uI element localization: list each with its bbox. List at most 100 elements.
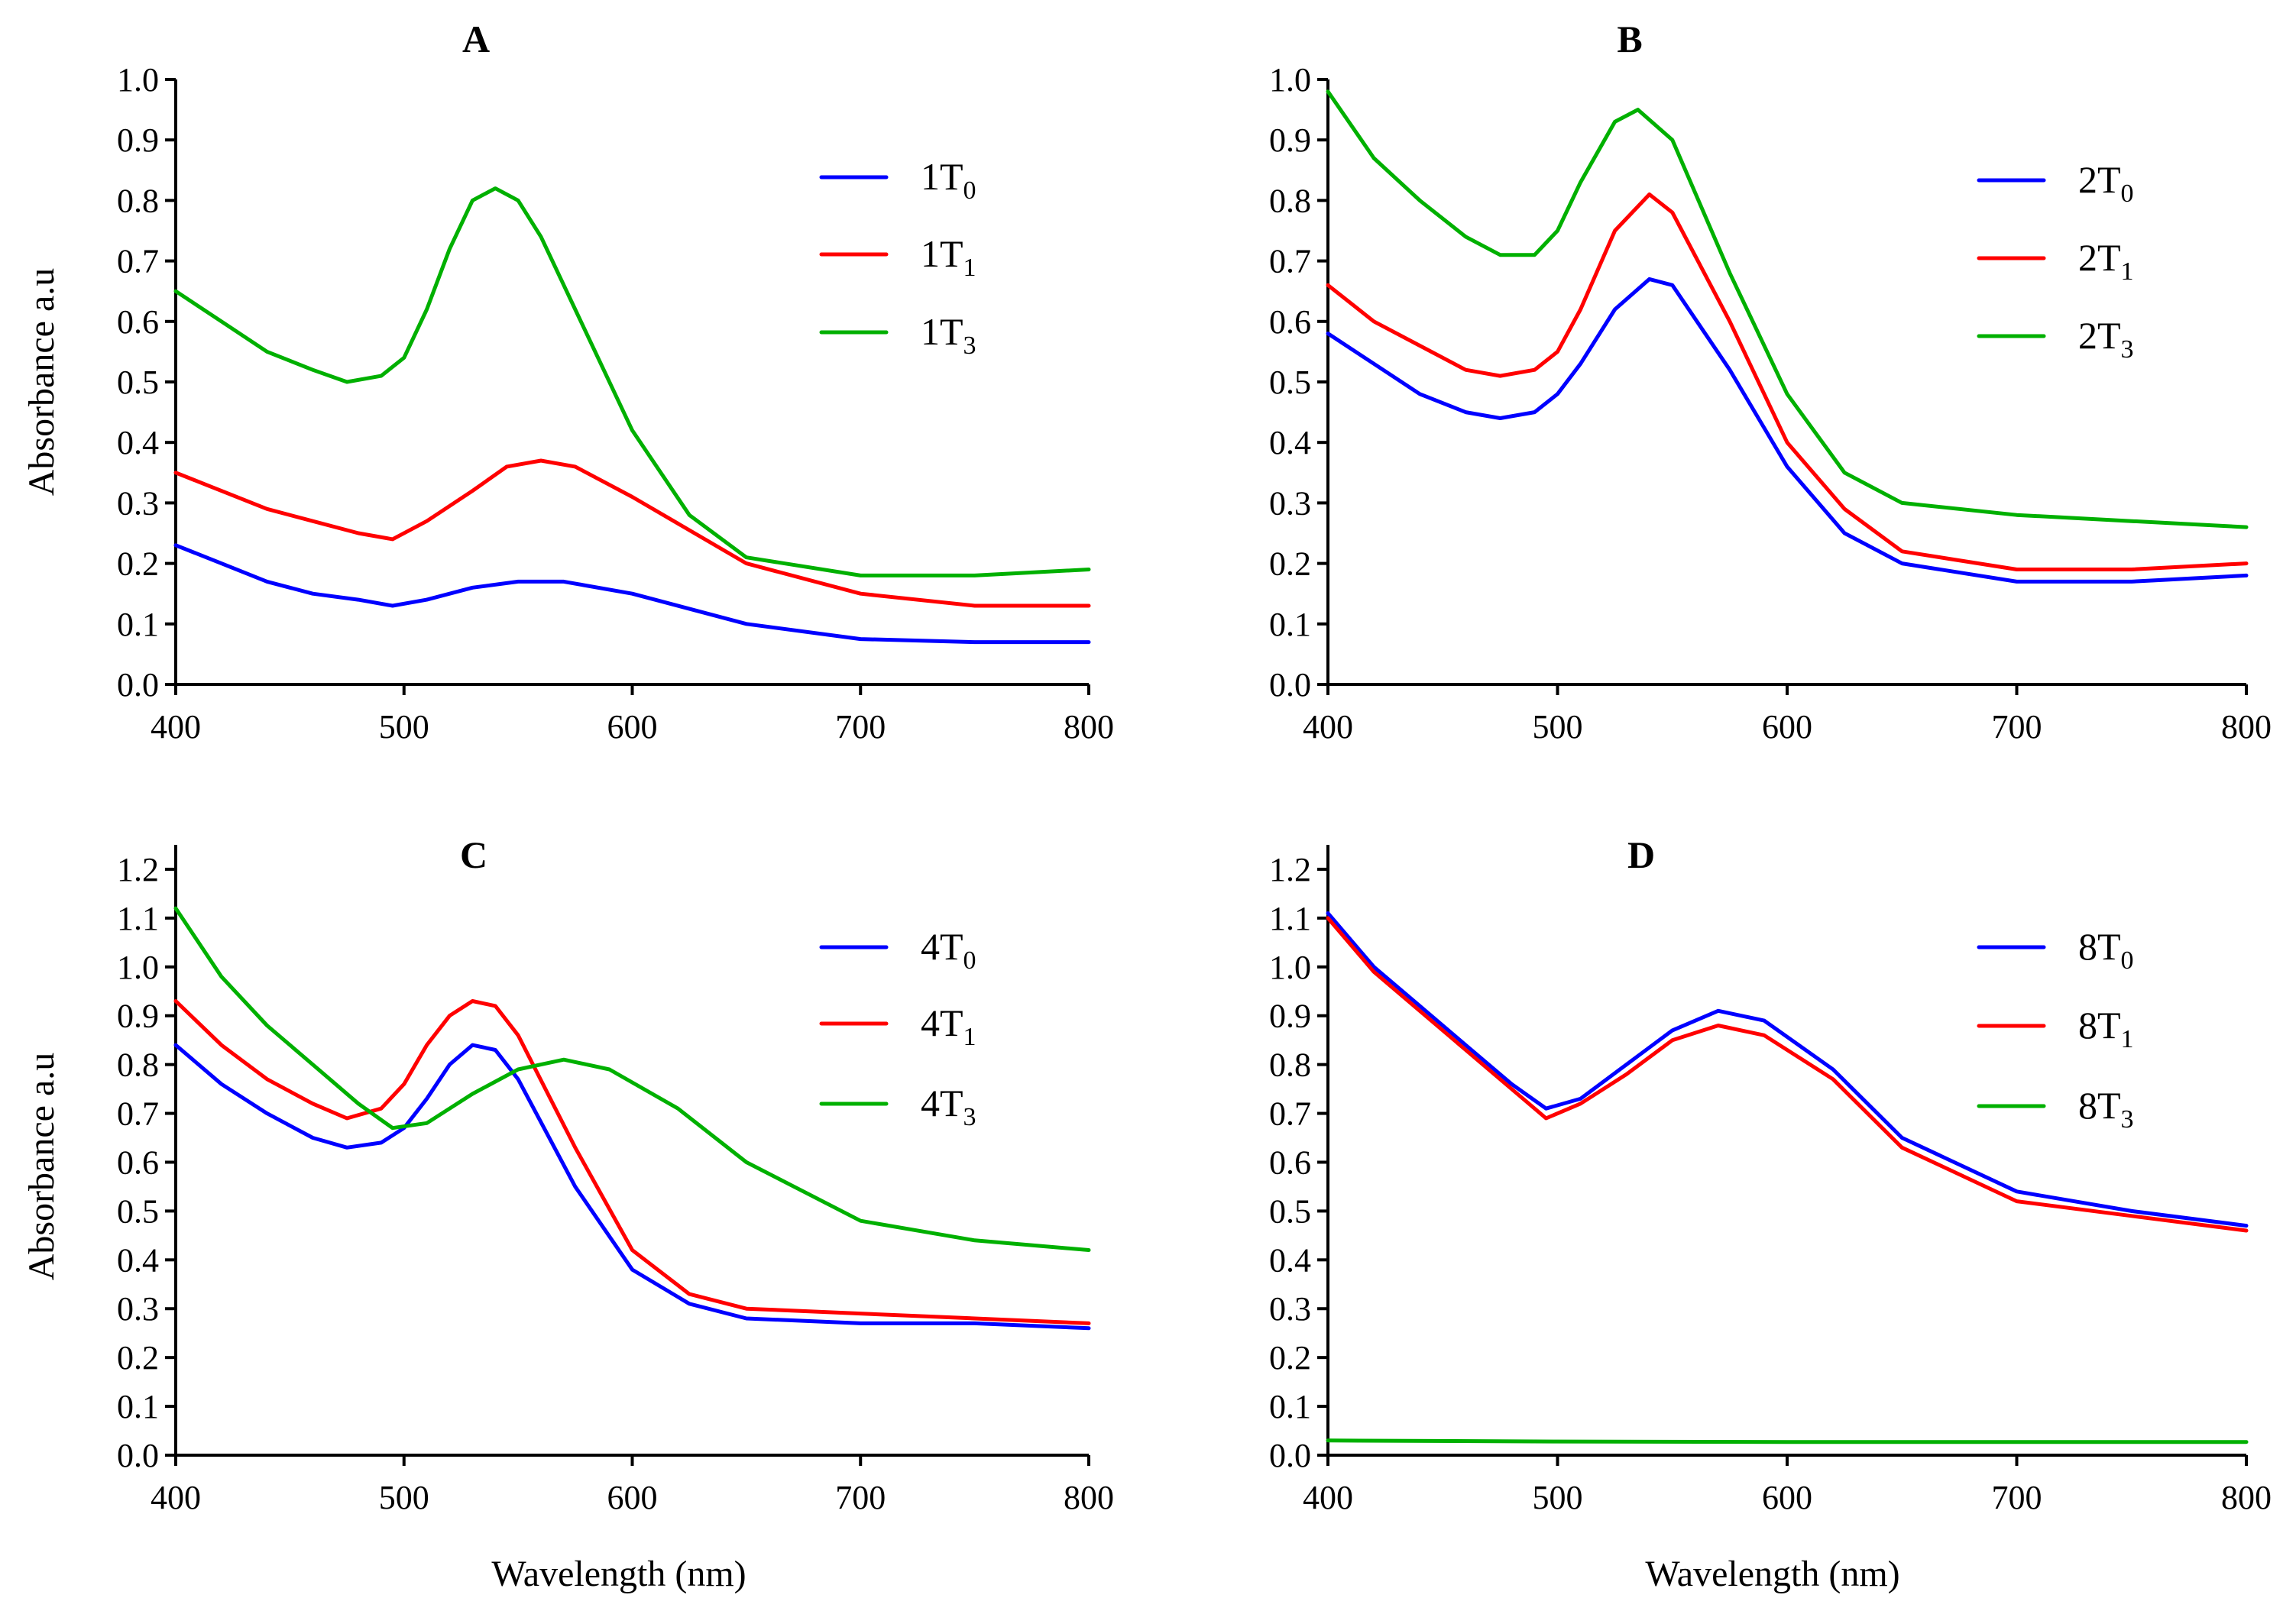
panel-a-x-tick-label: 600 xyxy=(607,708,658,746)
panel-b-x-tick-label: 600 xyxy=(1762,708,1812,746)
panel-c-y-tick-label: 0.1 xyxy=(117,1388,159,1425)
panel-b-y-tick-label: 0.7 xyxy=(1269,243,1311,280)
panel-b-x-tick-label: 400 xyxy=(1303,708,1353,746)
panel-c-y-tick-label: 0.9 xyxy=(117,998,159,1035)
panel-d-series-8t0-line xyxy=(1326,911,2249,1228)
panel-c-plot: 0.0 0.1 0.2 0.3 0.4 0.5 0.6 0.7 0.8 0.9 1.0 1.1 1.2 4… xyxy=(117,845,1114,1516)
panel-c-x-tick-label: 800 xyxy=(1064,1479,1114,1516)
legend-a-label-2: 1T3 xyxy=(921,310,976,360)
panel-b-title: B xyxy=(1617,18,1642,60)
panel-d-y-tick-label: 1.2 xyxy=(1269,851,1311,888)
panel-a-y-tick-label: 0.9 xyxy=(117,121,159,159)
panel-c-y-tick-label: 0.4 xyxy=(117,1241,159,1279)
panel-d: D Wavelength (nm) 0.00.10.20.30.40.50.60… xyxy=(1269,833,2272,1594)
panel-a-series-1t0-line xyxy=(173,543,1091,645)
panel-c-x-tick-label: 700 xyxy=(835,1479,886,1516)
panel-a-y-tick-label: 0.3 xyxy=(117,484,159,522)
panel-b-y-tick-label: 0.0 xyxy=(1269,666,1311,704)
panel-b-legend: 2T0 2T1 2T3 xyxy=(1977,158,2134,364)
panel-c-y-tick-label: 1.0 xyxy=(117,949,159,986)
panel-c-series-4t3-line xyxy=(173,906,1091,1252)
panel-b-x-tick-label: 500 xyxy=(1533,708,1583,746)
panel-d-y-tick-label: 0.7 xyxy=(1269,1095,1311,1133)
panel-a-y-tick-label: 0.2 xyxy=(117,545,159,583)
panel-d-plot: 0.0 0.1 0.2 0.3 0.4 0.5 0.6 0.7 0.8 0.9 1.0 1.1 1.2 4… xyxy=(1269,845,2272,1516)
panel-d-y-tick-label: 0.1 xyxy=(1269,1388,1311,1425)
panel-c-title: C xyxy=(460,833,487,876)
panel-b-y-tick-label: 1.0 xyxy=(1269,61,1311,99)
panel-a-y-tick-label: 0.8 xyxy=(117,182,159,219)
panel-a-x-tick-label: 400 xyxy=(151,708,201,746)
panel-b-y-tick-label: 0.2 xyxy=(1269,545,1311,583)
panel-a-x-tick-label: 800 xyxy=(1064,708,1114,746)
panel-d-y-tick-label: 0.9 xyxy=(1269,998,1311,1035)
panel-d-y-tick-label: 1.1 xyxy=(1269,900,1311,937)
legend-d-label-1: 8T1 xyxy=(2078,1004,2134,1053)
panel-d-x-tick-label: 400 xyxy=(1303,1479,1353,1516)
panel-c: C Absorbance a.u Wavelength (nm) 0.0 0.1 0… xyxy=(21,833,1114,1594)
panel-d-y-tick-label: 0.6 xyxy=(1269,1144,1311,1181)
legend-b-label-0: 2T0 xyxy=(2078,158,2134,208)
panel-b: B 0.0 0.1 0.2 0.3 0.4 0.5 0.6 0.7 0.8 0.9 1.0 400 50… xyxy=(1269,18,2272,746)
panel-c-series-4t1-line xyxy=(173,999,1091,1325)
legend-c-label-0: 4T0 xyxy=(921,925,976,975)
panel-d-x-axis-label: Wavelength (nm) xyxy=(1645,1554,1899,1594)
panel-d-series-8t3-line xyxy=(1326,1438,2249,1444)
panel-c-x-tick-label: 600 xyxy=(607,1479,658,1516)
panel-d-y-tick-label: 0.0 xyxy=(1269,1437,1311,1474)
panel-a-x-tick-label: 700 xyxy=(835,708,886,746)
panel-a-plot: 0.0 0.1 0.2 0.3 0.4 0.5 0.6 0.7 0.8 0.9 1.0 400 500 6… xyxy=(117,61,1114,746)
panel-d-x-tick-label: 500 xyxy=(1533,1479,1583,1516)
panel-b-y-tick-label: 0.5 xyxy=(1269,364,1311,401)
panel-d-y-tick-label: 0.2 xyxy=(1269,1339,1311,1376)
panel-c-y-tick-label: 0.8 xyxy=(117,1047,159,1084)
panel-a-series-1t3-line xyxy=(173,186,1091,577)
panel-a-y-tick-label: 0.6 xyxy=(117,303,159,341)
legend-b-label-1: 2T1 xyxy=(2078,236,2134,286)
panel-c-y-tick-label: 1.2 xyxy=(117,851,159,888)
legend-c-label-1: 4T1 xyxy=(921,1001,976,1051)
legend-a-label-0: 1T0 xyxy=(921,155,976,205)
panel-c-y-axis-label: Absorbance a.u xyxy=(21,1053,62,1281)
panel-b-y-tick-label: 0.9 xyxy=(1269,121,1311,159)
panel-d-y-tick-label: 0.3 xyxy=(1269,1290,1311,1328)
legend-d-label-0: 8T0 xyxy=(2078,925,2134,975)
panel-d-x-tick-label: 700 xyxy=(1992,1479,2042,1516)
panel-b-y-tick-label: 0.6 xyxy=(1269,303,1311,341)
panel-a-legend: 1T0 1T1 1T3 xyxy=(819,155,976,360)
panel-a-y-tick-label: 0.4 xyxy=(117,424,159,461)
panel-a-title: A xyxy=(462,18,490,60)
panel-c-x-axis-label: Wavelength (nm) xyxy=(491,1554,746,1594)
panel-b-series-2t3-line xyxy=(1326,89,2249,529)
panel-c-series-4t0-line xyxy=(173,1043,1091,1331)
legend-c-label-2: 4T3 xyxy=(921,1082,976,1131)
panel-c-y-tick-label: 0.6 xyxy=(117,1144,159,1181)
panel-c-y-tick-label: 0.0 xyxy=(117,1437,159,1474)
panel-a-y-tick-label: 0.1 xyxy=(117,606,159,643)
panel-a-y-axis-label: Absorbance a.u xyxy=(21,268,62,497)
panel-c-x-tick-label: 400 xyxy=(151,1479,201,1516)
panel-c-legend: 4T0 4T1 4T3 xyxy=(819,925,976,1131)
panel-b-plot: 0.0 0.1 0.2 0.3 0.4 0.5 0.6 0.7 0.8 0.9 1.0 400 500 6… xyxy=(1269,61,2272,746)
panel-b-y-tick-label: 0.4 xyxy=(1269,424,1311,461)
panel-b-x-tick-label: 700 xyxy=(1992,708,2042,746)
panel-a-x-tick-label: 500 xyxy=(379,708,429,746)
legend-a-label-1: 1T1 xyxy=(921,232,976,282)
panel-d-y-tick-label: 0.8 xyxy=(1269,1047,1311,1084)
panel-c-y-tick-label: 0.7 xyxy=(117,1095,159,1133)
panel-a-y-tick-label: 0.0 xyxy=(117,666,159,704)
panel-b-y-tick-label: 0.3 xyxy=(1269,484,1311,522)
legend-b-label-2: 2T3 xyxy=(2078,314,2134,364)
panel-d-title: D xyxy=(1627,833,1655,876)
panel-b-x-tick-label: 800 xyxy=(2221,708,2272,746)
panel-d-y-tick-label: 1.0 xyxy=(1269,949,1311,986)
panel-a-y-tick-label: 0.7 xyxy=(117,243,159,280)
panel-b-series-2t1-line xyxy=(1326,192,2249,571)
panel-c-y-tick-label: 0.2 xyxy=(117,1339,159,1376)
panel-d-x-tick-label: 800 xyxy=(2221,1479,2272,1516)
panel-b-series-2t0-line xyxy=(1326,277,2249,584)
panel-a-y-tick-label: 1.0 xyxy=(117,61,159,99)
panel-d-y-tick-label: 0.4 xyxy=(1269,1241,1311,1279)
legend-d-label-2: 8T3 xyxy=(2078,1084,2134,1134)
